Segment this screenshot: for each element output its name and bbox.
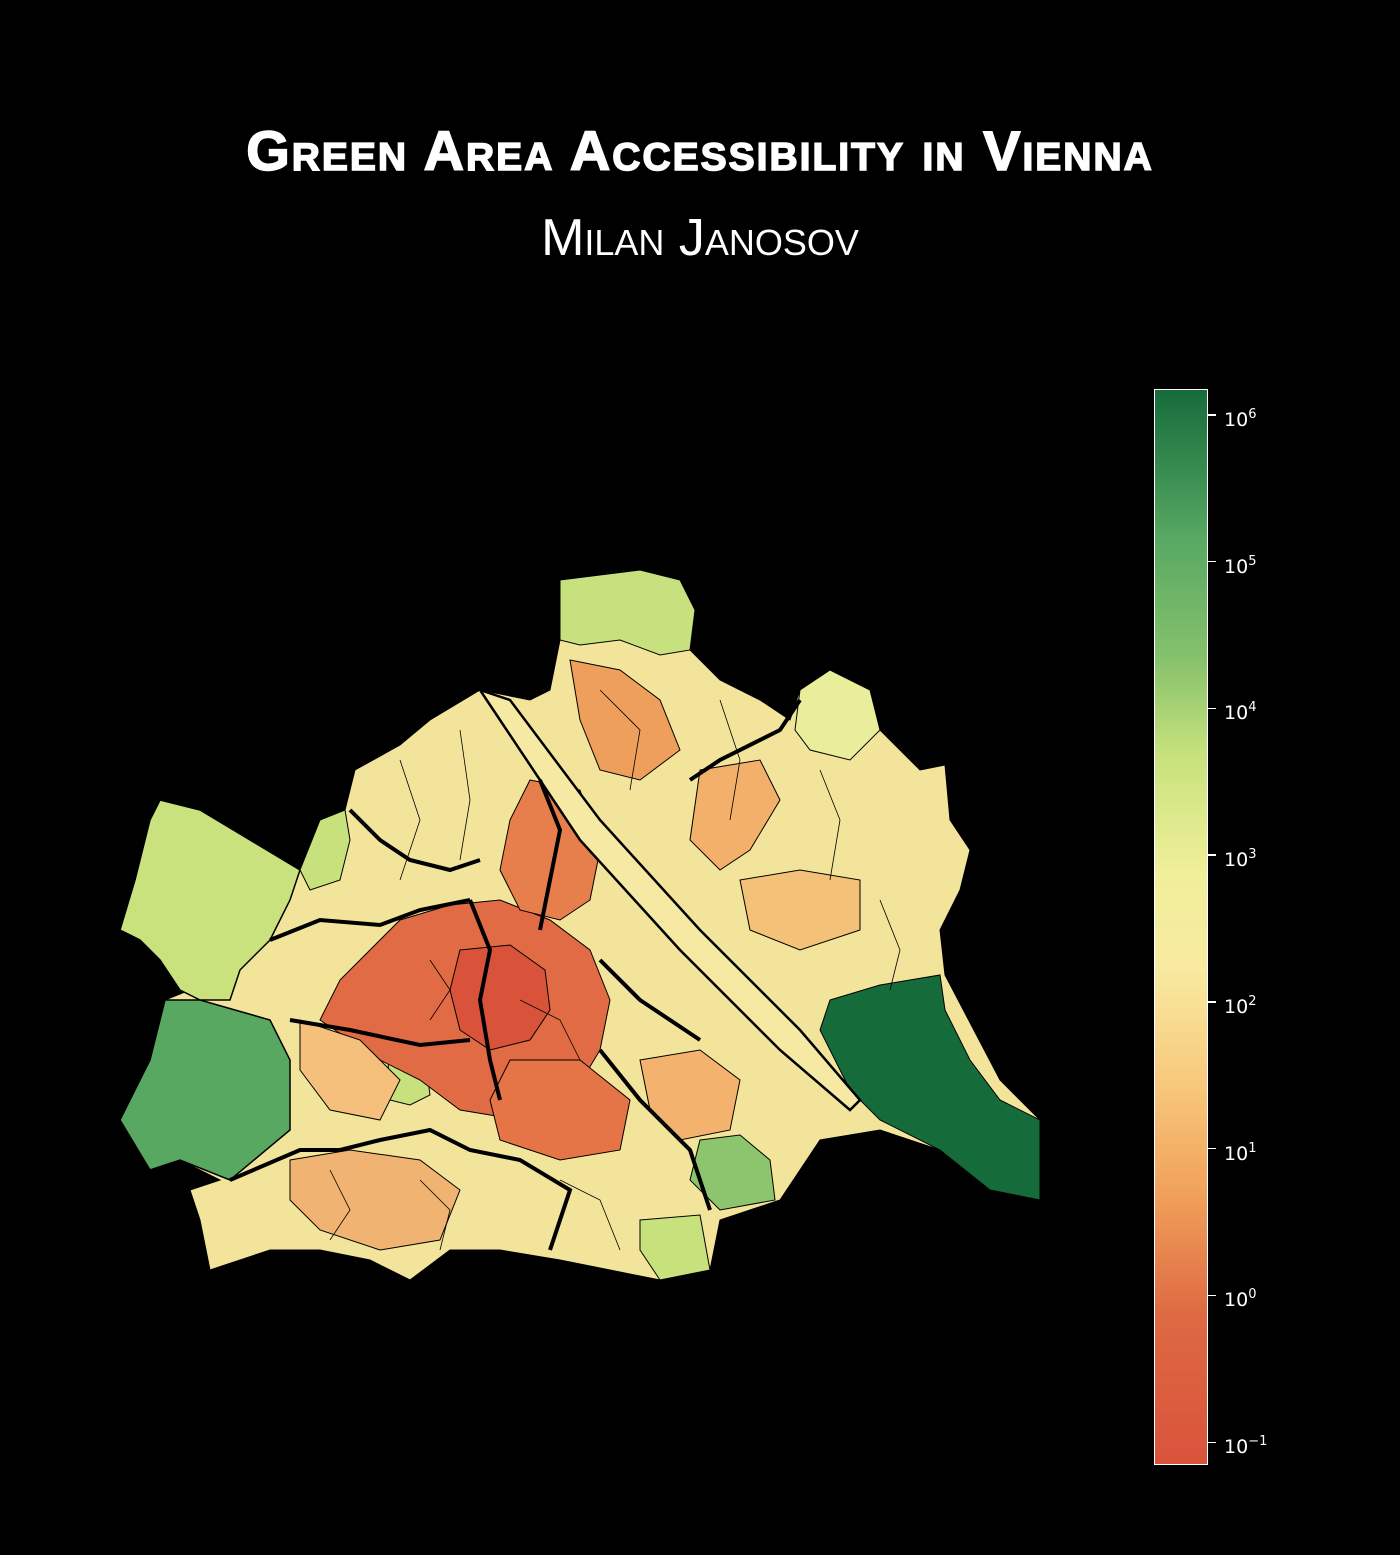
colorbar-tick [1208,414,1216,416]
map-title: Green Area Accessibility in Vienna [245,118,1154,183]
tick-base: 10 [1224,702,1249,725]
danube-river [476,687,862,1112]
district-south-central [489,1059,631,1161]
tick-exponent: 1 [1248,1140,1257,1156]
colorbar-tick-label: 103 [1224,845,1256,870]
colorbar-tick-label: 100 [1224,1285,1256,1310]
district-inner-ring [449,944,551,1051]
tick-base: 10 [1224,408,1249,431]
tick-exponent: 0 [1248,1287,1257,1303]
district-west-orange [299,1019,401,1121]
colorbar-tick [1208,1147,1216,1150]
colorbar-tick-label: 106 [1224,405,1256,430]
colorbar-tick-label: 105 [1224,552,1256,577]
tick-exponent: 2 [1248,993,1257,1009]
district-boundaries [229,698,802,1251]
colorbar-tick [1208,560,1216,563]
district-north-east-green [794,669,881,761]
map-subtitle: Milan Janosov [541,209,859,267]
tick-base: 10 [1224,995,1249,1018]
district-south-east-green [689,1134,776,1211]
tick-base: 10 [1224,1436,1249,1459]
tick-exponent: 5 [1248,553,1257,569]
colorbar-tick [1208,854,1216,856]
colorbar-tick-label: 10−1 [1224,1432,1267,1457]
district-east-orange [689,759,781,871]
district-north-strip [569,659,681,781]
colorbar [1154,389,1208,1465]
tick-exponent: 6 [1248,406,1257,422]
district-north-green [559,569,696,656]
tick-exponent: −1 [1248,1434,1268,1450]
colorbar-tick [1208,1294,1216,1297]
tick-exponent: 4 [1248,700,1257,716]
tick-base: 10 [1224,1142,1249,1165]
colorbar-tick-label: 102 [1224,992,1256,1017]
district-west-forest [119,799,301,1001]
colorbar-tick-label: 101 [1224,1139,1256,1164]
tick-base: 10 [1224,1289,1249,1312]
colorbar-tick [1208,707,1216,710]
tick-base: 10 [1224,849,1249,872]
colorbar-tick [1208,1441,1216,1443]
tick-base: 10 [1224,555,1249,578]
district-south-green [639,1214,711,1281]
sub-district-lines [329,689,901,1251]
tick-exponent: 3 [1248,847,1257,863]
colorbar-tick [1208,1001,1216,1003]
colorbar-tick-label: 104 [1224,698,1256,723]
district-east-center [739,869,861,951]
district-north-west-green [299,809,351,891]
